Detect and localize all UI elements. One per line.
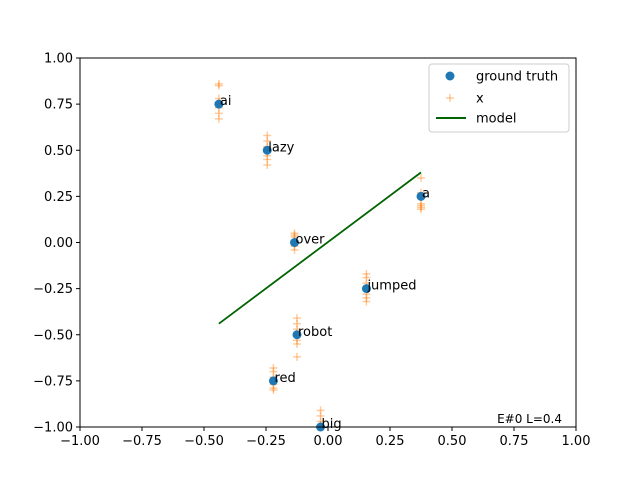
- ground-truth-point: [214, 99, 224, 109]
- plot-area: ai lazy a over jumped robot red big: [214, 79, 430, 432]
- sample-point: [293, 352, 301, 361]
- sample-point: [362, 273, 371, 282]
- point-label: red: [274, 371, 295, 386]
- x-tick-label: −1.00: [60, 434, 100, 449]
- y-tick-label: 0.75: [44, 98, 73, 113]
- sample-point: [290, 229, 299, 238]
- y-tick-label: −0.75: [33, 374, 73, 389]
- sample-point: [417, 201, 425, 210]
- legend-ground-truth-marker: [445, 71, 455, 81]
- model-line: [218, 171, 422, 325]
- epoch-loss-annotation: E#0 L=0.4: [497, 412, 562, 426]
- model-layer: [218, 171, 422, 325]
- sample-point: [214, 109, 223, 118]
- ground-truth-point: [361, 284, 371, 294]
- sample-point: [293, 339, 301, 348]
- x-axis: −1.00 −0.75 −0.50 −0.25 0.00 0.25 0.50 0.75 1.00: [60, 427, 590, 449]
- legend-x-marker: [446, 94, 454, 102]
- point-label: jumped: [366, 279, 416, 294]
- sample-point: [269, 367, 278, 376]
- legend-model-label: model: [476, 112, 516, 127]
- sample-point: [293, 319, 301, 328]
- sample-point: [362, 293, 371, 302]
- y-tick-label: 1.00: [44, 52, 73, 67]
- point-label: lazy: [268, 140, 294, 155]
- x-tick-label: 1.00: [562, 434, 591, 449]
- x-tick-label: 0.50: [438, 434, 467, 449]
- sample-point: [214, 81, 223, 90]
- point-label: over: [296, 233, 326, 248]
- sample-point: [417, 173, 425, 182]
- sample-point: [362, 297, 371, 306]
- sample-point: [263, 131, 272, 140]
- x-tick-label: 0.00: [314, 434, 343, 449]
- ground-truth-point: [292, 330, 302, 340]
- legend-box: [428, 63, 570, 133]
- legend-x-label: x: [476, 92, 484, 107]
- sample-point: [316, 411, 325, 420]
- point-label: big: [322, 417, 342, 432]
- sample-point: [269, 386, 278, 395]
- ground-truth-layer: [214, 99, 426, 432]
- point-label: robot: [298, 325, 332, 340]
- sample-point: [269, 363, 278, 372]
- sample-point: [417, 203, 425, 212]
- y-tick-label: −0.50: [33, 328, 73, 343]
- sample-point: [263, 161, 272, 170]
- ground-truth-point: [268, 376, 278, 386]
- sample-point: [362, 269, 371, 278]
- sample-point: [263, 137, 272, 146]
- x-tick-label: −0.25: [246, 434, 286, 449]
- point-labels-layer: ai lazy a over jumped robot red big: [220, 94, 430, 432]
- x-tick-label: −0.50: [184, 434, 224, 449]
- y-tick-label: 0.50: [44, 144, 73, 159]
- legend: ground truth x model: [428, 63, 570, 133]
- point-label: a: [422, 186, 430, 201]
- sample-point: [290, 245, 299, 254]
- y-tick-label: −1.00: [33, 421, 73, 436]
- sample-point: [269, 384, 278, 393]
- sample-point: [214, 114, 223, 123]
- sample-point: [417, 199, 425, 208]
- sample-point: [293, 314, 301, 323]
- ground-truth-point: [416, 191, 426, 201]
- sample-point: [290, 231, 299, 240]
- y-tick-label: 0.00: [44, 236, 73, 251]
- y-axis: −1.00 −0.75 −0.50 −0.25 0.00 0.25 0.50 0.75 1.00: [33, 52, 80, 436]
- y-tick-label: 0.25: [44, 190, 73, 205]
- legend-ground-truth-label: ground truth: [476, 70, 558, 85]
- x-tick-label: −0.75: [122, 434, 162, 449]
- sample-point: [316, 406, 325, 415]
- y-tick-label: −0.25: [33, 282, 73, 297]
- ground-truth-point: [262, 145, 272, 155]
- sample-point: [417, 205, 425, 214]
- point-label: ai: [220, 94, 232, 109]
- x-tick-label: 0.75: [500, 434, 529, 449]
- ground-truth-point: [290, 238, 300, 247]
- x-tick-label: 0.25: [376, 434, 405, 449]
- sample-point: [214, 79, 223, 88]
- sample-point: [263, 155, 272, 164]
